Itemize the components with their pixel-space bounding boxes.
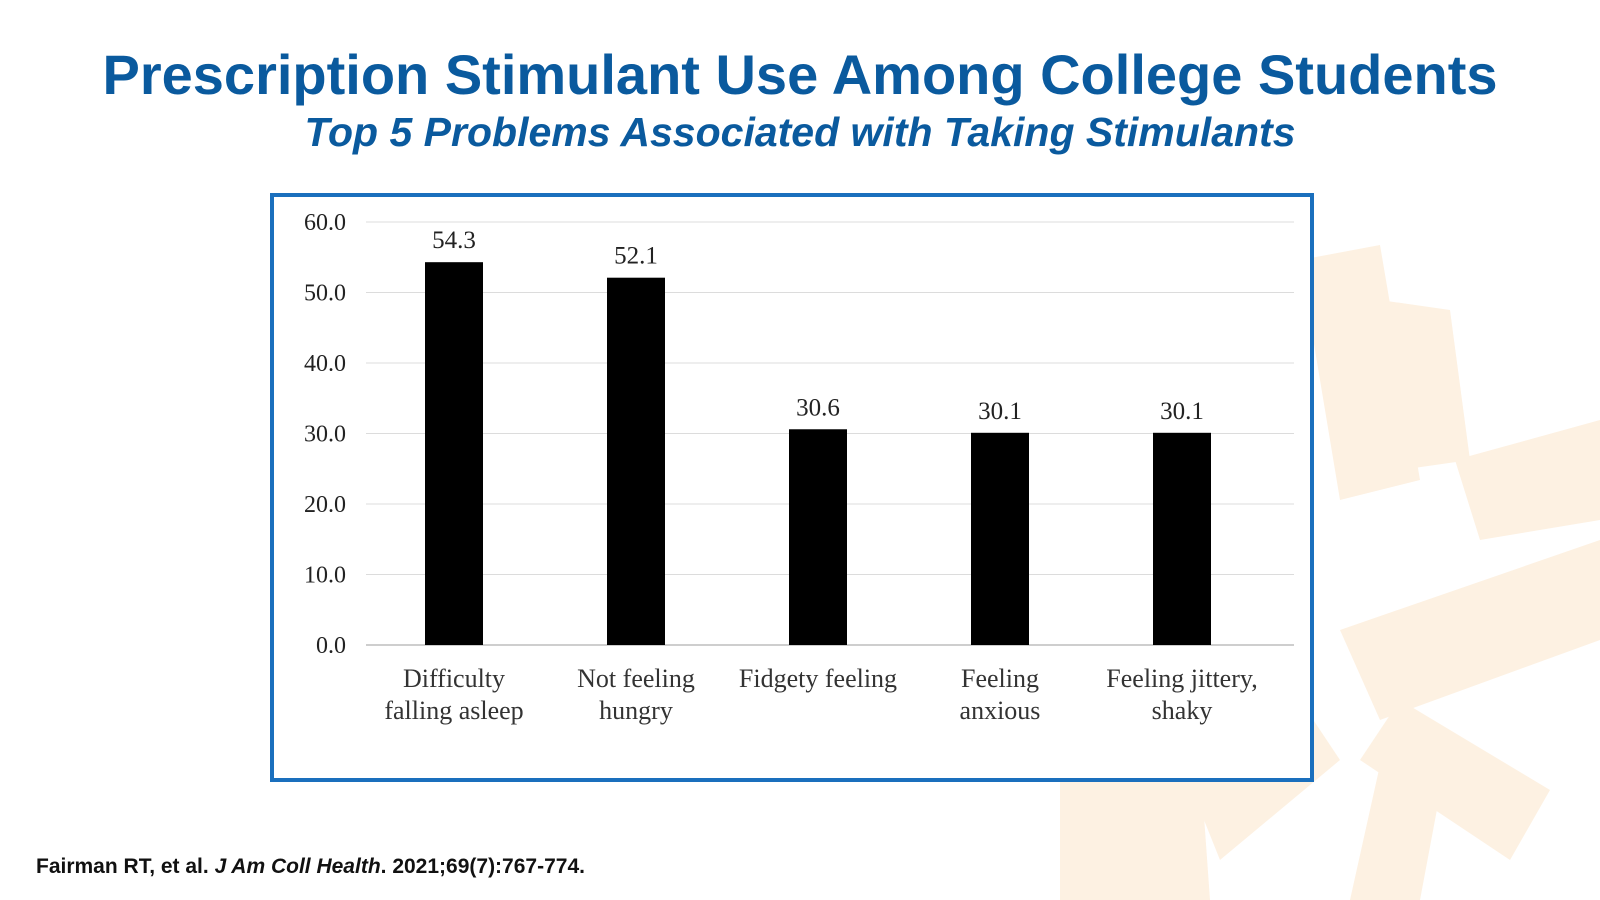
y-tick-label: 50.0 [304, 281, 346, 307]
y-tick-label: 10.0 [304, 563, 346, 589]
slide-subtitle: Top 5 Problems Associated with Taking St… [304, 109, 1296, 155]
y-tick-label: 60.0 [304, 210, 346, 236]
bar [425, 262, 483, 645]
y-tick-label: 30.0 [304, 422, 346, 448]
y-tick-label: 20.0 [304, 492, 346, 518]
x-tick-label: Feeling jittery, shaky [1106, 664, 1257, 725]
bar-value-label: 30.1 [1160, 398, 1204, 425]
slide-title: Prescription Stimulant Use Among College… [102, 43, 1498, 106]
x-tick-label: Fidgety feeling [739, 664, 897, 693]
citation-details: . 2021;69(7):767-774. [380, 855, 585, 878]
y-tick-label: 40.0 [304, 351, 346, 377]
bar [607, 277, 665, 645]
x-tick-label: Not feeling hungry [577, 664, 695, 725]
bar-value-label: 54.3 [432, 227, 476, 254]
chart-bars [425, 262, 1211, 645]
chart-frame: 0.0 10.0 20.0 30.0 40.0 50.0 60.0 54.3 52.1 30.6… [270, 193, 1314, 782]
y-tick-label: 0.0 [316, 633, 346, 659]
citation-journal: J Am Coll Health [214, 855, 381, 878]
x-tick-label: Difficulty falling asleep [384, 664, 523, 725]
citation-authors: Fairman RT, et al. [36, 855, 209, 878]
bar-value-label: 30.1 [978, 398, 1022, 425]
bar-value-label: 30.6 [796, 394, 840, 421]
y-axis-labels: 0.0 10.0 20.0 30.0 40.0 50.0 60.0 [304, 210, 346, 659]
x-tick-label: Feeling anxious [960, 664, 1041, 725]
bar [971, 432, 1029, 645]
citation: Fairman RT, et al. J Am Coll Health. 202… [36, 855, 585, 879]
bar-chart: 0.0 10.0 20.0 30.0 40.0 50.0 60.0 54.3 52.1 30.6… [304, 210, 1294, 725]
bar-value-labels: 54.3 52.1 30.6 30.1 30.1 [432, 227, 1204, 425]
bar-value-label: 52.1 [614, 243, 658, 270]
x-axis-labels: Difficulty falling asleep Not feeling hungr… [384, 664, 1257, 725]
bar [789, 429, 847, 645]
bar [1153, 432, 1211, 645]
